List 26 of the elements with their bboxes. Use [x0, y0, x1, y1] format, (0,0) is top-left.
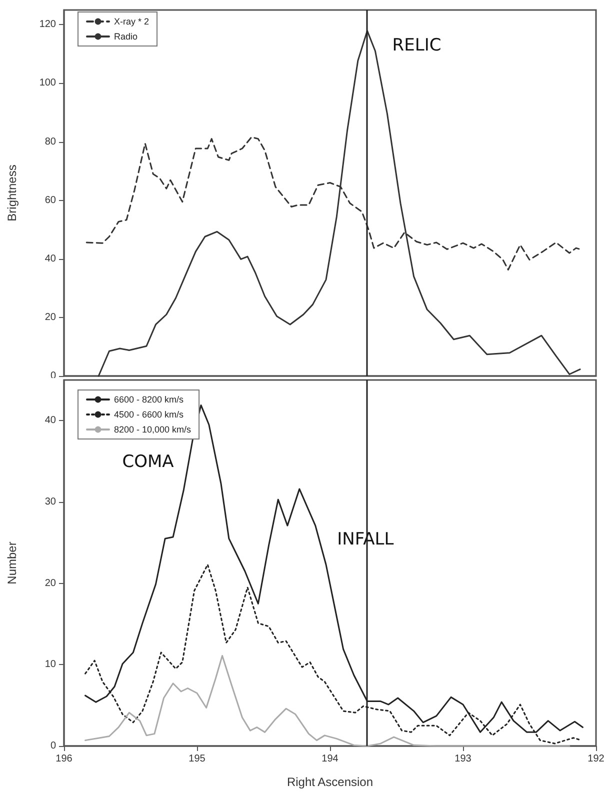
x-tick-label: 194 [322, 754, 339, 764]
legend-label: 8200 - 10,000 km/s [114, 424, 192, 434]
y-tick-label: 0 [50, 740, 56, 752]
legend-label: 6600 - 8200 km/s [114, 394, 184, 404]
annotation: COMA [122, 452, 174, 472]
y-tick-label: 30 [44, 496, 56, 508]
y-tick-label: 10 [44, 659, 56, 670]
legend-label: 4500 - 6600 km/s [114, 410, 184, 420]
x-tick-label: 192 [588, 754, 604, 764]
y-axis-title: Number [5, 542, 19, 584]
y-tick-label: 100 [39, 78, 56, 89]
y-tick-label: 120 [39, 19, 56, 30]
x-tick-label: 193 [454, 754, 472, 764]
legend-label: Radio [114, 32, 138, 42]
y-tick-label: 80 [44, 136, 56, 148]
x-tick-label: 195 [188, 754, 206, 764]
y-tick-label: 20 [44, 578, 56, 589]
y-tick-label: 60 [44, 194, 56, 206]
y-tick-label: 20 [44, 312, 56, 323]
y-tick-label: 40 [44, 415, 56, 426]
y-axis-title: Brightness [5, 164, 19, 222]
annotation: RELIC [392, 35, 442, 56]
legend-label: X-ray * 2 [114, 16, 150, 26]
x-axis-title: Right Ascension [286, 775, 374, 789]
x-tick-label: 196 [56, 754, 73, 764]
y-tick-label: 40 [44, 253, 56, 264]
